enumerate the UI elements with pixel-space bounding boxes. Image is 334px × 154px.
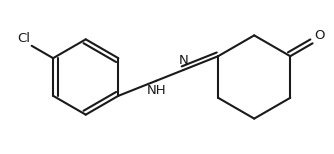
Text: Cl: Cl — [18, 32, 31, 45]
Text: O: O — [315, 29, 325, 42]
Text: N: N — [178, 54, 188, 67]
Text: NH: NH — [147, 84, 166, 97]
